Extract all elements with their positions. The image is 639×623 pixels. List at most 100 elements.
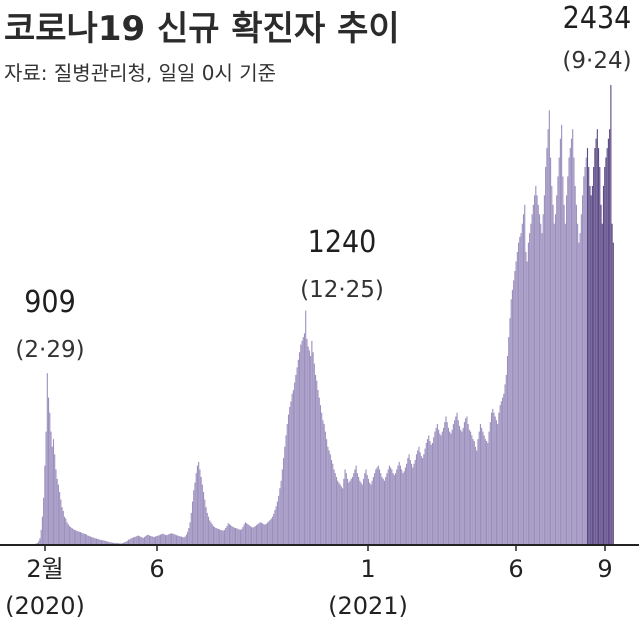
bar (521, 223, 523, 545)
bar (548, 110, 550, 545)
bar (374, 473, 376, 545)
bar (86, 534, 88, 545)
bar (335, 476, 338, 545)
bar (404, 467, 406, 545)
bar (220, 529, 222, 545)
bar (243, 524, 245, 545)
bar (156, 535, 158, 545)
bar (580, 214, 582, 545)
bar (262, 523, 264, 545)
bar (231, 526, 233, 545)
bar (577, 223, 579, 545)
bar (408, 454, 410, 545)
bar (477, 439, 479, 545)
bar (129, 539, 131, 545)
bar (70, 527, 72, 545)
bar (510, 299, 512, 545)
annotation-date: (2·29) (15, 337, 84, 363)
bar (276, 501, 278, 545)
bar (145, 535, 147, 545)
bar (461, 431, 463, 545)
bar (545, 167, 547, 545)
bar (445, 416, 447, 545)
bar (497, 424, 499, 545)
bar (153, 537, 155, 545)
bar (228, 524, 230, 545)
bar (371, 480, 373, 545)
bar (68, 526, 71, 545)
bar (583, 176, 585, 545)
bar (561, 124, 563, 545)
bar (140, 536, 142, 545)
bar (263, 524, 265, 545)
bar (489, 422, 491, 545)
annotation-value: 2434 (563, 1, 632, 36)
bar (39, 538, 41, 545)
bar (110, 542, 112, 545)
bar (513, 280, 515, 545)
bar (346, 478, 349, 545)
bar (203, 492, 205, 545)
bar (239, 529, 242, 545)
annotation-value: 909 (24, 285, 76, 320)
bar (526, 261, 528, 545)
bar (431, 442, 433, 545)
bar (113, 542, 115, 545)
bar (472, 439, 474, 545)
bar (498, 412, 500, 545)
x-tick-label: 2월 (26, 555, 63, 583)
bar (258, 523, 260, 545)
bar (189, 522, 191, 545)
bar (390, 467, 392, 545)
bar (530, 223, 532, 545)
bar (252, 527, 254, 545)
bar (51, 446, 53, 545)
bar (531, 214, 533, 545)
bar (418, 446, 420, 545)
bar (300, 344, 302, 545)
bar (92, 537, 94, 545)
bar (479, 424, 481, 545)
bar (219, 529, 221, 545)
bar (204, 499, 206, 545)
bar (259, 522, 261, 545)
bar (439, 433, 441, 545)
bar (601, 223, 603, 545)
bars-group (32, 85, 614, 546)
bar (392, 473, 394, 545)
bar (249, 526, 251, 545)
bar (559, 138, 561, 546)
bar (125, 541, 127, 545)
bar (275, 506, 277, 545)
bar (83, 533, 85, 545)
bar (468, 429, 470, 545)
bar (135, 536, 137, 545)
bar (260, 522, 262, 545)
bar (57, 484, 59, 545)
bar (387, 469, 389, 545)
bar (542, 214, 544, 545)
bar (511, 289, 513, 545)
bar (87, 535, 89, 545)
bar (217, 528, 219, 545)
bar (210, 522, 212, 545)
bar (97, 538, 99, 545)
x-tick-label: 6 (508, 555, 523, 583)
bar (494, 416, 496, 545)
bar (382, 478, 384, 545)
bar (518, 242, 520, 545)
x-tick-label: 6 (149, 555, 164, 583)
bar (114, 542, 116, 545)
bar (279, 488, 281, 545)
bar (136, 535, 138, 545)
bar (504, 384, 506, 545)
bar (157, 535, 159, 545)
bar (171, 533, 173, 545)
bar (198, 461, 200, 545)
bar (369, 482, 371, 545)
bar (177, 535, 179, 545)
bar (426, 439, 429, 545)
bar (550, 157, 552, 545)
bar (104, 540, 106, 545)
